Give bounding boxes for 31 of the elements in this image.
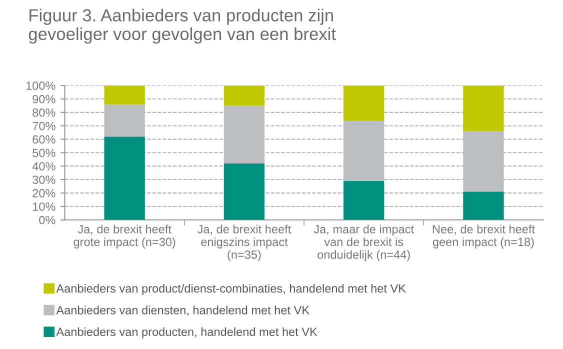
bar	[224, 86, 265, 106]
legend-label: Aanbieders van diensten, handelend met het VK	[56, 306, 310, 316]
bar	[344, 86, 384, 120]
x-tick-label: Ja, de brexit heeft grote impact (n=30)	[74, 224, 176, 248]
chart-title: Figuur 3. Aanbieders van producten zijn gevoeliger voor gevolgen van een brexit	[28, 8, 336, 44]
y-tick-label: 80%	[32, 108, 56, 117]
legend-label: Aanbieders van product/dienst-combinaties, handelend met het VK	[56, 284, 406, 295]
y-tick-label: 90%	[32, 94, 56, 104]
x-tick-label: Ja, maar de impact van de brexit is onduidelijk (n=44)	[314, 224, 414, 262]
y-tick-label: 40%	[32, 162, 56, 171]
y-tick-label: 60%	[32, 135, 56, 144]
y-tick-label: 10%	[32, 202, 56, 211]
y-tick-label: 50%	[32, 148, 56, 158]
bar	[224, 163, 265, 220]
y-tick-label: 30%	[32, 176, 56, 184]
y-tick-label: 100%	[26, 82, 56, 90]
bar	[224, 106, 265, 164]
bar	[463, 131, 504, 192]
legend-label: Aanbieders van producten, handelend met het VK	[56, 327, 318, 338]
bar	[104, 86, 145, 104]
x-tick-label: Nee, de brexit heeft geen impact (n=18)	[432, 224, 535, 248]
y-tick-label: 0%	[39, 216, 56, 224]
bar	[344, 180, 384, 220]
y-tick-label: 70%	[32, 122, 56, 130]
bar	[463, 192, 504, 220]
bar	[463, 86, 504, 132]
bar	[344, 120, 384, 181]
x-tick-label: Ja, de brexit heeft enigszins impact (n=35)	[197, 224, 292, 262]
bar	[104, 104, 145, 137]
bar	[104, 136, 145, 220]
y-tick-label: 20%	[32, 189, 56, 198]
